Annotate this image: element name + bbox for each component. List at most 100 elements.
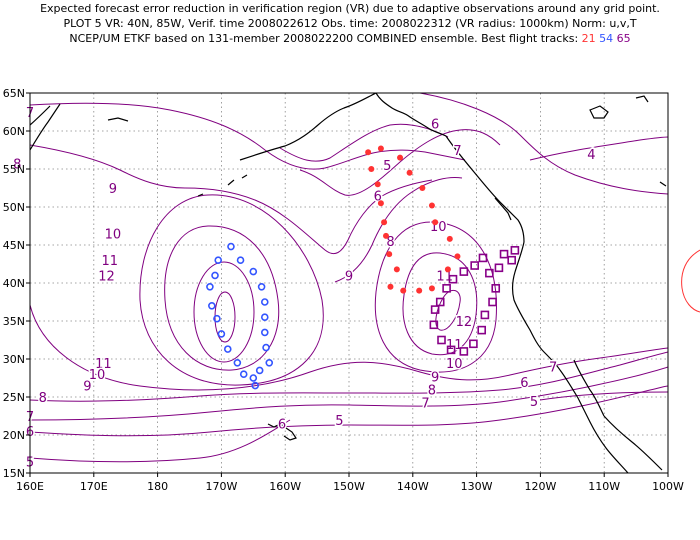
track-marker — [430, 305, 440, 314]
flight-track-21 — [365, 145, 461, 294]
y-tick-label: 30N — [3, 353, 25, 366]
contour-label: 9 — [431, 370, 439, 385]
contour-4-upper — [419, 93, 668, 195]
title-line-2: PLOT 5 VR: 40N, 85W, Verif. time 2008022… — [63, 17, 637, 30]
track-marker — [262, 343, 270, 352]
track-marker — [206, 282, 214, 291]
x-tick-label: 150W — [333, 480, 365, 493]
title-line-1: Expected forecast error reduction in ver… — [40, 2, 660, 15]
contour-11-west — [193, 261, 255, 363]
track-marker — [377, 200, 384, 207]
track-marker — [419, 185, 426, 191]
track-marker — [386, 251, 393, 258]
track-marker — [374, 181, 381, 188]
y-tick-label: 15N — [3, 467, 25, 480]
track-marker — [488, 297, 497, 307]
track-marker — [397, 154, 404, 161]
contour-label: 12 — [98, 269, 115, 284]
contour-label: 8 — [39, 391, 47, 406]
track-id-54: 54 — [599, 32, 614, 45]
contour-label: 10 — [89, 368, 106, 383]
contour-label: 6 — [278, 418, 286, 433]
coast-gulf-california — [573, 359, 605, 417]
contour-12-east — [435, 289, 461, 331]
track-marker — [429, 320, 439, 330]
contour-label: 7 — [453, 144, 461, 159]
contour-4 — [529, 136, 668, 161]
x-tick-label: 100W — [652, 480, 684, 493]
contour-10-east — [374, 221, 497, 373]
contour-label: 6 — [520, 376, 528, 391]
track-marker — [507, 255, 516, 265]
track-marker — [257, 282, 266, 291]
track-id-21: 21 — [581, 32, 596, 45]
contour-label: 9 — [109, 182, 117, 197]
track-marker — [446, 235, 453, 242]
y-tick-label: 40N — [3, 277, 25, 290]
contour-label: 7 — [421, 396, 429, 411]
track-marker — [435, 297, 445, 307]
coast-vancouver — [494, 197, 512, 221]
track-marker — [477, 325, 487, 335]
track-marker — [469, 339, 478, 349]
track-marker — [214, 256, 223, 265]
track-marker — [208, 301, 216, 310]
x-axis-labels: 160E 170E 180 170W 160W 150W 140W 130W 120W 110W 1… — [16, 473, 684, 493]
contour-9-west — [139, 194, 324, 386]
y-tick-label: 65N — [3, 87, 25, 100]
contour-label: 4 — [587, 148, 595, 163]
track-marker — [444, 266, 451, 273]
track-marker — [446, 345, 456, 355]
x-tick-label: 160E — [16, 480, 44, 493]
contour-label: 5 — [335, 414, 343, 429]
coast-alaska-peninsula — [239, 93, 377, 161]
track-id-65: 65 — [616, 32, 631, 45]
track-marker — [448, 274, 458, 284]
track-marker — [249, 374, 258, 382]
contour-label: 9 — [345, 269, 353, 284]
track-marker — [485, 268, 494, 278]
contour-label: 6 — [431, 117, 439, 132]
contour-label: 11 — [95, 357, 112, 372]
track-marker — [377, 145, 384, 152]
flight-track-65 — [429, 246, 520, 356]
contour-9-north — [334, 177, 463, 283]
track-marker — [480, 310, 490, 320]
track-marker — [227, 242, 235, 251]
contour-label: 8 — [386, 235, 394, 250]
coast-kamchatka — [30, 103, 61, 151]
track-marker — [365, 149, 372, 156]
contour-5-north — [279, 123, 449, 162]
verification-region-circle — [681, 249, 700, 313]
track-marker — [494, 263, 504, 273]
track-marker — [428, 202, 435, 209]
contour-6 — [30, 385, 668, 437]
track-marker — [251, 381, 260, 390]
track-marker — [260, 298, 269, 306]
track-marker — [470, 261, 479, 270]
coast-alaska-islands — [197, 174, 248, 197]
contour-5-east — [539, 391, 668, 401]
contour-label: 9 — [83, 380, 91, 395]
x-tick-label: 160W — [269, 480, 301, 493]
track-marker — [368, 166, 375, 172]
track-marker — [381, 219, 388, 226]
coastlines — [30, 93, 667, 473]
contour-label: 7 — [549, 361, 557, 376]
contour-label: 12 — [456, 315, 473, 330]
contour-label: 5 — [383, 159, 391, 174]
track-marker — [437, 335, 446, 345]
contour-label: 10 — [446, 357, 463, 372]
coast-arctic-islands — [589, 95, 667, 187]
track-marker — [236, 256, 245, 265]
track-marker — [454, 253, 461, 260]
coast-mexico — [603, 415, 663, 471]
y-tick-label: 20N — [3, 429, 25, 442]
track-marker — [432, 219, 439, 226]
contour-7-north — [30, 102, 466, 170]
track-marker — [510, 246, 520, 255]
x-tick-label: 130W — [461, 480, 493, 493]
contour-7 — [30, 366, 668, 421]
y-tick-label: 50N — [3, 201, 25, 214]
